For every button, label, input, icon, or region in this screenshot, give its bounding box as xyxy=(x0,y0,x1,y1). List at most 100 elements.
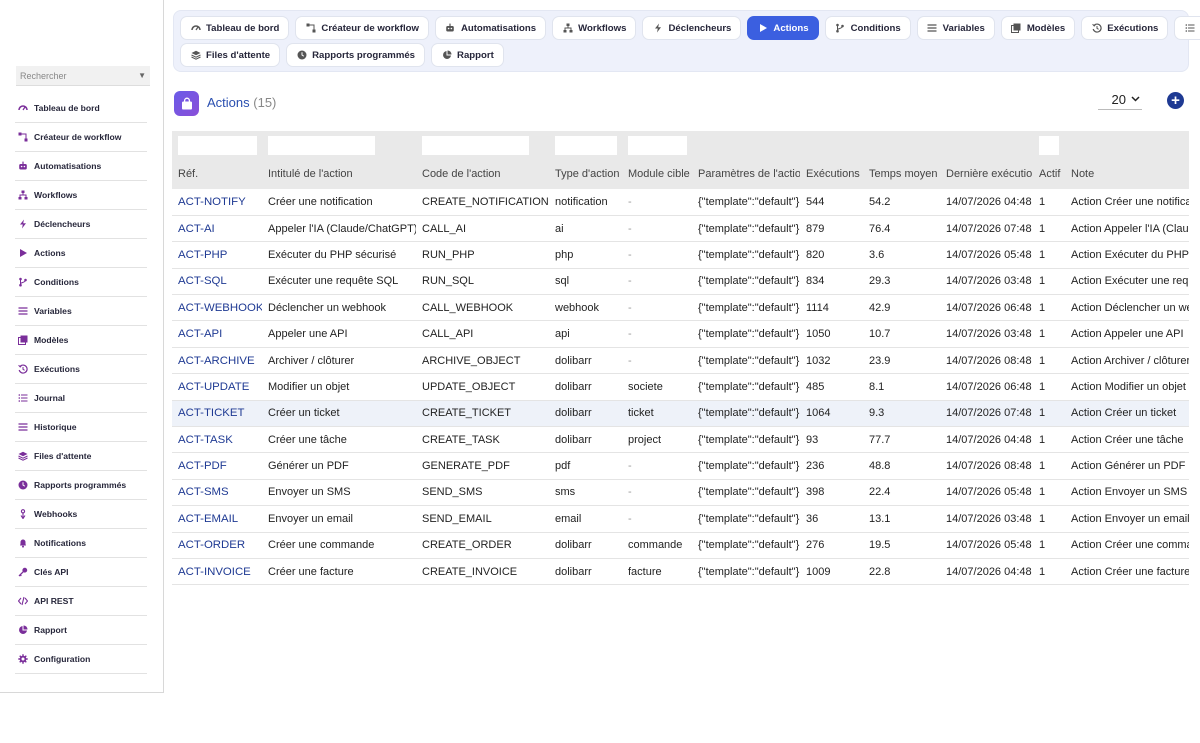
tab-createur-de-workflow[interactable]: Créateur de workflow xyxy=(295,16,429,40)
table-row[interactable]: ACT-SMS Envoyer un SMS SEND_SMS sms - {"templ… xyxy=(172,479,1189,507)
sidebar-item-workflows[interactable]: Workflows xyxy=(15,181,147,210)
per-page-select[interactable]: 20 xyxy=(1098,90,1142,110)
filter-cell-code xyxy=(416,131,549,159)
sidebar-item-actions[interactable]: Actions xyxy=(15,239,147,268)
sidebar-item-configuration[interactable]: Configuration xyxy=(15,645,147,674)
tab-variables[interactable]: Variables xyxy=(916,16,995,40)
column-header-active[interactable]: Actif xyxy=(1033,159,1065,189)
cell-ref[interactable]: ACT-API xyxy=(172,320,262,348)
cell-ref[interactable]: ACT-WEBHOOK xyxy=(172,294,262,322)
tab-journal[interactable]: Journal xyxy=(1174,16,1200,40)
cell-ref[interactable]: ACT-TICKET xyxy=(172,400,262,428)
filter-input-label[interactable] xyxy=(268,135,375,155)
sidebar-item-journal[interactable]: Journal xyxy=(15,384,147,413)
filter-input-code[interactable] xyxy=(422,135,529,155)
cell-ref[interactable]: ACT-NOTIFY xyxy=(172,189,262,216)
sidebar-item-label: Actions xyxy=(34,248,66,258)
cell-ref[interactable]: ACT-INVOICE xyxy=(172,558,262,586)
cell-ref[interactable]: ACT-SMS xyxy=(172,479,262,507)
table-row[interactable]: ACT-WEBHOOK Déclencher un webhook CALL_WEB… xyxy=(172,294,1189,322)
table-row[interactable]: ACT-ARCHIVE Archiver / clôturer ARCHIVE_OB… xyxy=(172,347,1189,375)
sidebar-menu: Tableau de bord Créateur de workflow Autom… xyxy=(15,94,147,674)
table-row[interactable]: ACT-EMAIL Envoyer un email SEND_EMAIL email… xyxy=(172,505,1189,533)
cell-ref[interactable]: ACT-ORDER xyxy=(172,532,262,559)
cell-ref[interactable]: ACT-EMAIL xyxy=(172,505,262,533)
column-header-module[interactable]: Module cible xyxy=(622,159,692,189)
column-header-last-run[interactable]: Dernière exécution xyxy=(940,159,1033,189)
table-row[interactable]: ACT-UPDATE Modifier un objet UPDATE_OBJECT… xyxy=(172,373,1189,401)
tab-conditions[interactable]: Conditions xyxy=(824,16,911,40)
plus-circle-icon: + xyxy=(1171,92,1180,109)
sidebar-item-historique[interactable]: Historique xyxy=(15,413,147,442)
cell-ref[interactable]: ACT-TASK xyxy=(172,426,262,454)
column-header-label[interactable]: Intitulé de l'action xyxy=(262,159,416,189)
shopping-bag-icon xyxy=(174,91,199,116)
cell-ref[interactable]: ACT-SQL xyxy=(172,268,262,296)
sidebar-item-variables[interactable]: Variables xyxy=(15,297,147,326)
cell-active: 1 xyxy=(1033,268,1065,296)
column-header-code[interactable]: Code de l'action xyxy=(416,159,549,189)
cell-ref[interactable]: ACT-PHP xyxy=(172,241,262,269)
sidebar-item-rapports-programmes[interactable]: Rapports programmés xyxy=(15,471,147,500)
tab-rapports-programmes[interactable]: Rapports programmés xyxy=(286,43,426,67)
cell-ref[interactable]: ACT-UPDATE xyxy=(172,373,262,401)
sidebar-item-modeles[interactable]: Modèles xyxy=(15,326,147,355)
layers-icon xyxy=(190,50,201,61)
sidebar-item-tableau-de-bord[interactable]: Tableau de bord xyxy=(15,94,147,123)
sidebar-search-select[interactable]: Rechercher ▼ xyxy=(16,66,150,86)
table-row[interactable]: ACT-NOTIFY Créer une notification CREATE_N… xyxy=(172,189,1189,216)
filter-input-active[interactable] xyxy=(1039,135,1059,155)
sidebar-item-declencheurs[interactable]: Déclencheurs xyxy=(15,210,147,239)
table-row[interactable]: ACT-TICKET Créer un ticket CREATE_TICKET do… xyxy=(172,400,1189,428)
tab-workflows[interactable]: Workflows xyxy=(552,16,637,40)
tab-automatisations[interactable]: Automatisations xyxy=(434,16,547,40)
column-header-note[interactable]: Note xyxy=(1065,159,1189,189)
sidebar-item-files-d-attente[interactable]: Files d'attente xyxy=(15,442,147,471)
cell-ref[interactable]: ACT-PDF xyxy=(172,452,262,480)
sidebar-item-createur-de-workflow[interactable]: Créateur de workflow xyxy=(15,123,147,152)
table-row[interactable]: ACT-TASK Créer une tâche CREATE_TASK doliba… xyxy=(172,426,1189,454)
sitemap-icon xyxy=(18,190,28,200)
column-header-type[interactable]: Type d'action xyxy=(549,159,622,189)
cell-last-run: 14/07/2026 06:48 xyxy=(940,294,1033,322)
tab-modeles[interactable]: Modèles xyxy=(1000,16,1076,40)
sidebar-item-notifications[interactable]: Notifications xyxy=(15,529,147,558)
bolt-icon xyxy=(652,23,663,34)
table-row[interactable]: ACT-INVOICE Créer une facture CREATE_INVOI… xyxy=(172,558,1189,586)
column-header-params[interactable]: Paramètres de l'action xyxy=(692,159,800,189)
tab-actions[interactable]: Actions xyxy=(747,16,819,40)
cell-code: CREATE_INVOICE xyxy=(416,558,549,586)
table-row[interactable]: ACT-PDF Générer un PDF GENERATE_PDF pdf - {"t… xyxy=(172,452,1189,480)
sidebar-item-cles-api[interactable]: Clés API xyxy=(15,558,147,587)
add-action-button[interactable]: + xyxy=(1167,92,1184,109)
table-row[interactable]: ACT-AI Appeler l'IA (Claude/ChatGPT) CALL_… xyxy=(172,215,1189,243)
tab-files-d-attente[interactable]: Files d'attente xyxy=(180,43,281,67)
tab-executions[interactable]: Exécutions xyxy=(1081,16,1169,40)
sidebar-item-label: API REST xyxy=(34,596,74,606)
table-row[interactable]: ACT-ORDER Créer une commande CREATE_ORDER d… xyxy=(172,532,1189,559)
sidebar-item-rapport[interactable]: Rapport xyxy=(15,616,147,645)
cell-ref[interactable]: ACT-ARCHIVE xyxy=(172,347,262,375)
cell-label: Exécuter une requête SQL xyxy=(262,268,416,296)
column-header-ref[interactable]: Réf. xyxy=(172,159,262,189)
cell-code: CREATE_NOTIFICATION xyxy=(416,189,549,216)
tab-label: Déclencheurs xyxy=(668,22,732,34)
filter-input-module[interactable] xyxy=(628,135,687,155)
table-row[interactable]: ACT-PHP Exécuter du PHP sécurisé RUN_PHP ph… xyxy=(172,241,1189,269)
tab-rapport[interactable]: Rapport xyxy=(431,43,504,67)
filter-input-type[interactable] xyxy=(555,135,617,155)
table-row[interactable]: ACT-API Appeler une API CALL_API api - {"temp… xyxy=(172,320,1189,348)
table-row[interactable]: ACT-SQL Exécuter une requête SQL RUN_SQL sq… xyxy=(172,268,1189,296)
tab-tableau-de-bord[interactable]: Tableau de bord xyxy=(180,16,290,40)
column-header-avg-time[interactable]: Temps moyen xyxy=(863,159,940,189)
sidebar-item-webhooks[interactable]: Webhooks xyxy=(15,500,147,529)
cell-type: php xyxy=(549,241,622,269)
tab-declencheurs[interactable]: Déclencheurs xyxy=(642,16,742,40)
sidebar-item-automatisations[interactable]: Automatisations xyxy=(15,152,147,181)
filter-input-ref[interactable] xyxy=(178,135,257,155)
sidebar-item-executions[interactable]: Exécutions xyxy=(15,355,147,384)
sidebar-item-api-rest[interactable]: API REST xyxy=(15,587,147,616)
sidebar-item-conditions[interactable]: Conditions xyxy=(15,268,147,297)
cell-ref[interactable]: ACT-AI xyxy=(172,215,262,243)
column-header-executions[interactable]: Exécutions xyxy=(800,159,863,189)
